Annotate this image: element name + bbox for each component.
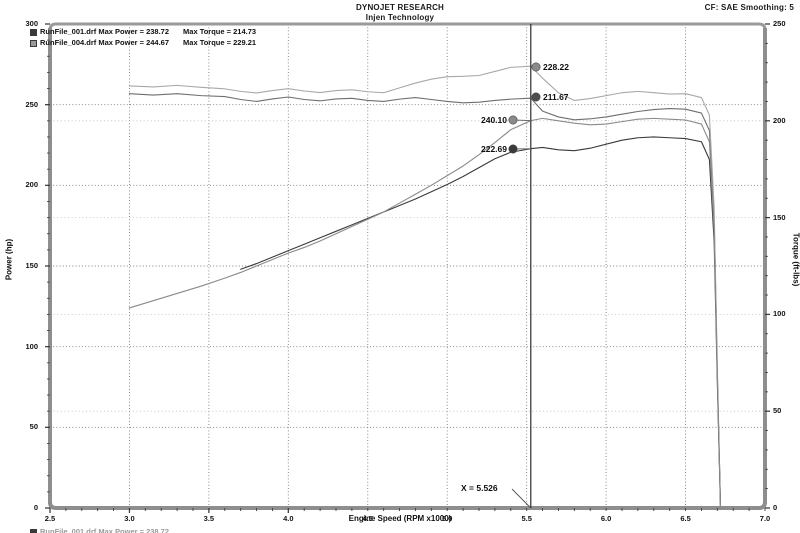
chart-title: DYNOJET RESEARCH [355,3,445,12]
series-line [128,65,722,509]
y-tick-label-power: 100 [25,341,38,351]
y-tick-label-power: 300 [25,19,38,28]
x-tick-label: 7.0 [759,514,771,523]
y-tick-label-torque: 250 [773,19,786,28]
plot-top-frame [48,22,767,31]
chart-subtitle: Injen Technology [365,13,435,22]
data-point-label: 228.22 [543,62,569,72]
y-tick-label-power: 250 [25,99,38,109]
data-point-marker [531,92,541,102]
x-tick-label: 5.0 [442,514,453,523]
legend-label-run1-power: RunFile_001.drf Max Power = 238.72 [40,27,170,36]
clipped-legend-row: RunFile_001.drf Max Power = 238.72 [30,527,800,533]
x-cursor-leader [511,488,532,509]
correction-factor-text: CF: SAE Smoothing: 5 [704,3,794,12]
y-tick-label-power: 200 [25,180,38,190]
x-tick-label: 3.0 [124,514,135,523]
legend-swatch-run1 [30,28,37,36]
x-tick-label: 6.5 [680,514,691,523]
y-tick-label-torque: 100 [773,309,786,319]
legend-item[interactable]: RunFile_004.drf Max Power = 244.67 Max T… [30,38,256,48]
data-point-label: 211.67 [543,92,569,102]
x-tick-label: 5.5 [521,514,532,523]
legend-label-run1-torque: Max Torque = 214.73 [183,27,257,36]
series-line [240,136,722,509]
y-tick-label-power: 50 [29,422,38,432]
data-point-marker [531,62,541,72]
data-point-label: 222.69 [481,144,507,154]
data-point-marker [508,115,518,125]
y-tick-label-torque: 50 [773,406,782,416]
legend-swatch-run2 [30,39,37,47]
data-point-label: 240.10 [481,115,507,125]
x-tick-label: 3.5 [203,514,215,523]
data-point-marker [508,144,518,154]
y-tick-label-power: 0 [33,503,38,512]
y-tick-label-torque: 200 [773,115,786,125]
y-tick-label-torque: 150 [773,212,786,222]
x-tick-label: 4.0 [283,514,294,523]
x-tick-label: 4.5 [362,514,373,523]
y-axis-title-torque: Torque (ft-lbs) [791,232,800,287]
x-axis-bar [48,501,767,510]
x-tick-label: 6.0 [600,514,612,523]
x-cursor-label: X = 5.526 [461,483,498,493]
legend-item[interactable]: RunFile_001.drf Max Power = 238.72 Max T… [30,27,256,37]
y-axis-title-power: Power (hp) [4,238,14,281]
legend: RunFile_001.drf Max Power = 238.72 Max T… [30,27,256,48]
clipped-bottom-legend: RunFile_001.drf Max Power = 238.72 [0,527,800,533]
series-line [128,93,722,509]
y-tick-label-power: 150 [25,261,38,270]
clipped-legend-swatch [30,528,37,533]
y-tick-label-torque: 0 [773,503,778,512]
clipped-legend-text: RunFile_001.drf Max Power = 238.72 [40,527,170,533]
legend-label-run2-torque: Max Torque = 229.21 [183,38,257,47]
x-axis-title: Engine Speed (RPM x1000) [348,514,452,523]
series-line [128,117,722,509]
legend-label-run2-power: RunFile_004.drf Max Power = 244.67 [40,38,170,47]
x-tick-label: 2.5 [44,514,56,523]
